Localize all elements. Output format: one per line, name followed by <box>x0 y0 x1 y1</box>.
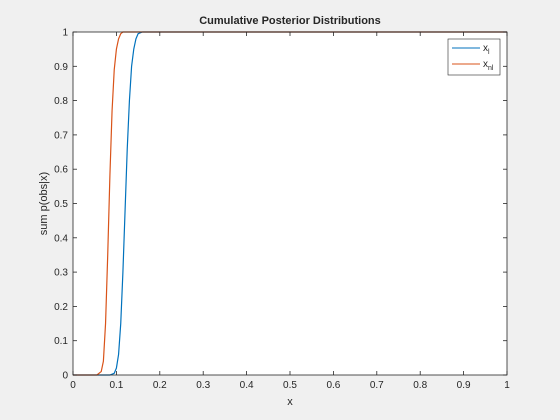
y-tick-label: 0.7 <box>54 130 68 141</box>
y-tick-label: 0.1 <box>54 336 68 347</box>
y-ticks: 0 0.1 0.2 0.3 0.4 0.5 0.6 0.7 0.8 0.9 1 <box>54 28 507 382</box>
x-tick-label: 0.1 <box>109 380 123 391</box>
x-tick-label: 0.6 <box>326 380 340 391</box>
x-tick-label: 0 <box>70 380 76 391</box>
series-line-x-l <box>73 31 507 376</box>
y-tick-label: 0 <box>62 371 68 382</box>
chart-title: Cumulative Posterior Distributions <box>199 15 381 27</box>
x-tick-label: 0.5 <box>283 380 297 391</box>
x-tick-label: 0.7 <box>370 380 384 391</box>
plot-area <box>73 32 507 375</box>
x-tick-label: 0.9 <box>457 380 471 391</box>
y-axis-label: sum p(obs|x) <box>38 172 50 235</box>
x-ticks: 0 0.1 0.2 0.3 0.4 0.5 0.6 0.7 0.8 0.9 1 <box>70 32 510 391</box>
y-tick-label: 0.6 <box>54 165 68 176</box>
x-tick-label: 0.3 <box>196 380 210 391</box>
x-tick-label: 1 <box>504 380 510 391</box>
legend-label-x-l: xl <box>483 43 490 56</box>
x-tick-label: 0.4 <box>240 380 254 391</box>
legend-box <box>447 38 501 76</box>
legend-label-x-nl: xnl <box>483 59 494 72</box>
series-layer <box>73 31 507 376</box>
x-axis-label: x <box>287 396 293 408</box>
y-tick-label: 0.4 <box>54 233 68 244</box>
y-tick-label: 0.8 <box>54 96 68 107</box>
series-line-x-nl <box>73 31 507 376</box>
y-tick-label: 0.2 <box>54 302 68 313</box>
x-tick-label: 0.8 <box>413 380 427 391</box>
x-tick-label: 0.2 <box>153 380 167 391</box>
y-tick-label: 0.5 <box>54 199 68 210</box>
legend[interactable]: xl xnl <box>447 38 501 76</box>
y-tick-label: 0.3 <box>54 268 68 279</box>
y-tick-label: 0.9 <box>54 62 68 73</box>
y-tick-label: 1 <box>62 28 68 39</box>
